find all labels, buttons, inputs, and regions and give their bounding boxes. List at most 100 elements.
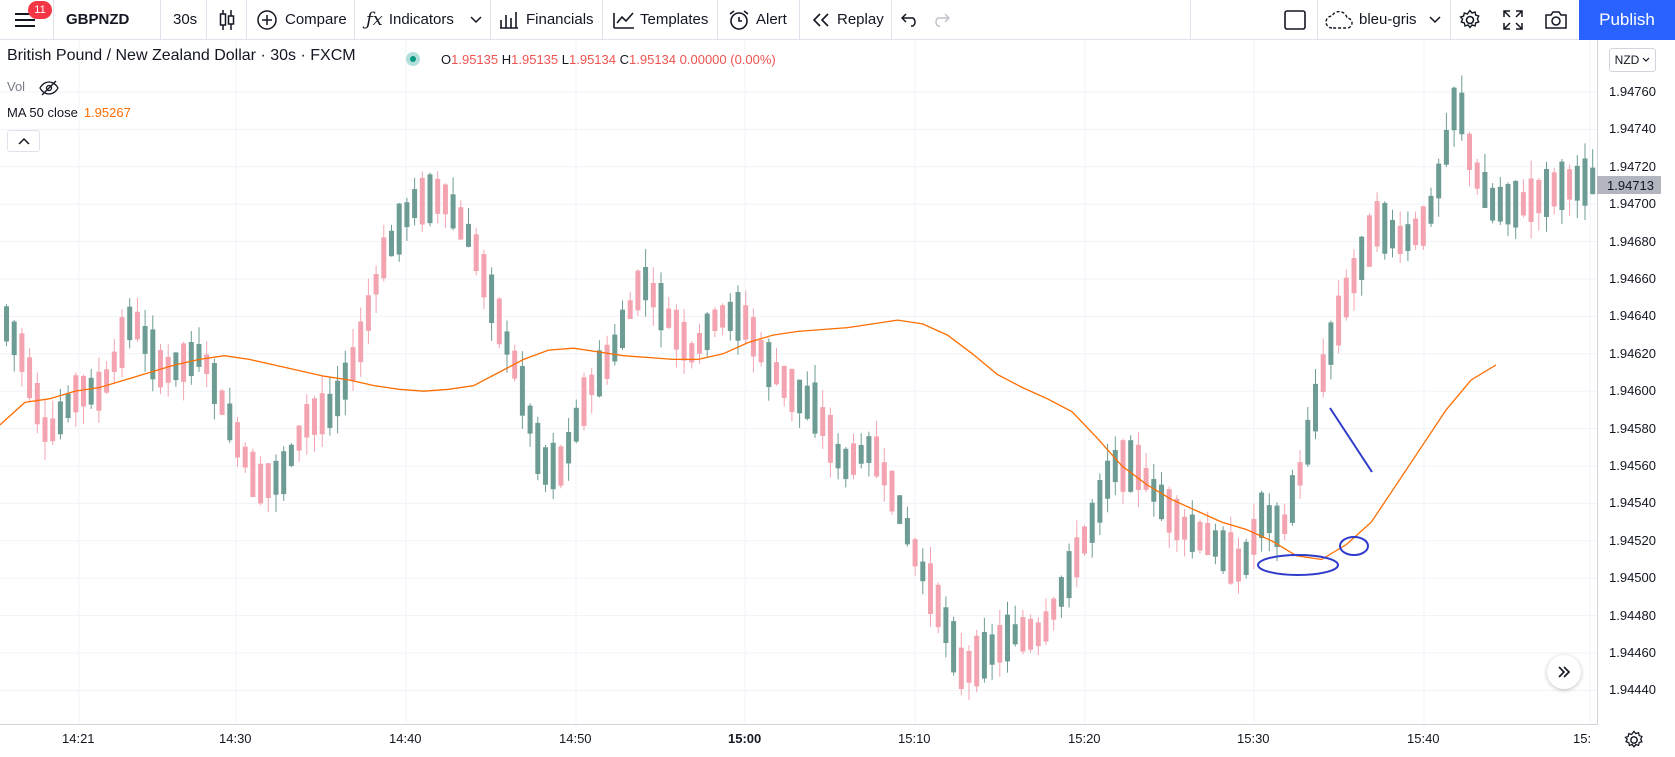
candle-body [1590, 167, 1596, 195]
candle-body [1336, 295, 1342, 346]
candle-body [958, 647, 964, 690]
replay-button[interactable]: Replay [811, 0, 884, 39]
candle-body [1205, 522, 1211, 556]
candle-body [943, 607, 949, 643]
financials-button[interactable]: Financials [499, 0, 594, 39]
candle-body [1051, 598, 1057, 620]
candle-body [57, 401, 63, 435]
candle-body [1505, 184, 1511, 225]
candle-body [412, 189, 418, 219]
symbol-search[interactable]: GBPNZD [66, 11, 130, 28]
undo-button[interactable] [901, 0, 919, 39]
candle-body [1536, 179, 1542, 214]
fullscreen-button[interactable] [1503, 0, 1523, 39]
candle-body [327, 393, 333, 428]
candle-body [50, 418, 56, 442]
ellipse-drawing [1339, 536, 1369, 556]
candle-body [897, 495, 903, 524]
candle-body [843, 448, 849, 480]
candle-body [1082, 526, 1087, 554]
fullscreen-toggle[interactable] [1284, 0, 1306, 39]
candle-body [211, 363, 217, 404]
candle-body [697, 333, 702, 354]
price-tick-label: 1.94700 [1609, 196, 1656, 212]
price-tick-label: 1.94660 [1609, 271, 1656, 286]
rewind-icon [812, 12, 829, 27]
alert-button[interactable]: Alert [728, 0, 787, 39]
price-tick-label: 1.94760 [1609, 84, 1656, 99]
candle-body [1567, 169, 1573, 200]
time-axis-border [0, 724, 1597, 725]
candle-body [643, 267, 649, 301]
price-tick-label: 1.94680 [1609, 233, 1656, 249]
candle-body [4, 306, 9, 342]
candle-body [304, 404, 310, 438]
scroll-to-realtime-button[interactable] [1547, 655, 1581, 689]
time-tick-label: 15:40 [1407, 731, 1440, 746]
candle-body [204, 354, 210, 375]
expand-icon [1503, 9, 1523, 30]
layout-button[interactable]: bleu-gris [1325, 0, 1417, 39]
candle-body [281, 451, 287, 495]
candle-body [974, 635, 980, 687]
candle-body [219, 390, 225, 415]
candle-body [396, 203, 402, 255]
candle-body [1236, 548, 1241, 582]
price-tick-label: 1.94480 [1609, 607, 1656, 623]
candle-body [1313, 383, 1318, 432]
ma-legend[interactable]: MA 50 close 1.95267 [7, 105, 131, 120]
candle-body [789, 368, 795, 413]
candle-body [265, 463, 271, 499]
candle-body [858, 444, 864, 464]
price-chart[interactable] [0, 40, 1597, 725]
candle-body [127, 306, 133, 341]
candle-body [1112, 449, 1118, 483]
compare-button[interactable]: Compare [256, 0, 347, 39]
candle-body [1451, 87, 1457, 131]
candle-body [589, 374, 595, 396]
candle-body [150, 329, 156, 380]
candle-body [134, 311, 140, 340]
candle-body [835, 443, 841, 469]
candle-body [1274, 505, 1280, 548]
candle-body [1089, 502, 1095, 543]
layout-name: bleu-gris [1359, 11, 1417, 28]
chart-settings-button[interactable] [1620, 727, 1648, 753]
interval-button[interactable]: 30s [173, 11, 198, 28]
candle-body [389, 230, 394, 257]
publish-button[interactable]: Publish [1579, 0, 1675, 40]
candle-body [312, 398, 317, 435]
square-icon [1284, 9, 1306, 30]
candle-body [1166, 489, 1172, 533]
candle-body [1066, 551, 1072, 599]
templates-icon [613, 11, 634, 29]
indicators-button[interactable]: ƒx Indicators [366, 0, 454, 39]
collapse-legend-button[interactable] [7, 130, 40, 152]
candle-body [928, 563, 933, 614]
candle-body [750, 317, 756, 357]
candle-body [235, 422, 240, 458]
chart-type-button[interactable] [217, 0, 237, 39]
candle-body [419, 177, 425, 225]
notification-badge: 11 [28, 1, 52, 19]
candle-body [196, 343, 202, 367]
redo-button[interactable] [932, 0, 950, 39]
chevron-down-icon [1429, 15, 1441, 23]
candle-body [65, 393, 71, 419]
candle-body [227, 403, 233, 441]
symbol-title: British Pound / New Zealand Dollar · 30s… [7, 47, 356, 64]
time-tick-label: 15:00 [728, 731, 762, 746]
candle-body [1559, 161, 1565, 210]
currency-button[interactable]: NZD [1609, 48, 1656, 72]
volume-legend[interactable]: Vol [7, 79, 59, 96]
plus-circle-icon [257, 9, 277, 30]
templates-button[interactable]: Templates [613, 0, 708, 39]
snapshot-button[interactable] [1544, 0, 1568, 39]
eye-hidden-icon[interactable] [38, 80, 59, 96]
candle-body [1174, 498, 1180, 541]
candle-body [566, 432, 572, 464]
indicators-dropdown[interactable] [470, 0, 482, 39]
settings-button[interactable] [1459, 0, 1481, 39]
layout-dropdown[interactable] [1429, 0, 1441, 39]
compare-label: Compare [285, 11, 347, 28]
